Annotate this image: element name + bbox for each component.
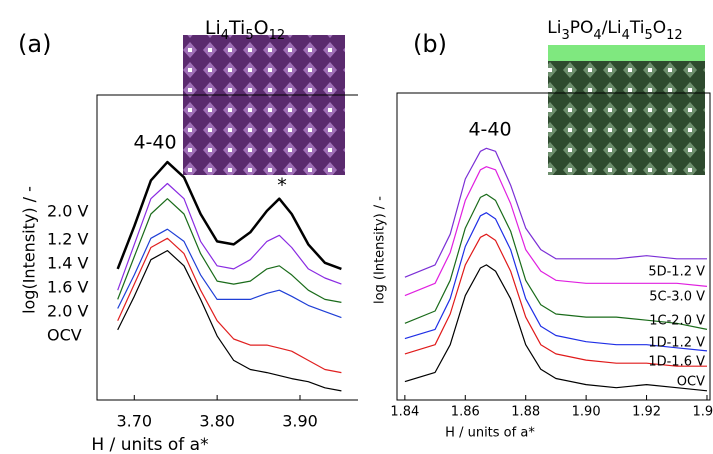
x-tick-label: 1.86 xyxy=(451,405,480,420)
legend-label: 2.0 V xyxy=(47,302,89,321)
x-tick-label: 1.84 xyxy=(390,405,419,420)
annotation: * xyxy=(277,175,287,197)
x-tick-label: 1.90 xyxy=(572,405,601,420)
legend-label: 2.0 V xyxy=(47,202,89,221)
x-axis-label: H / units of a* xyxy=(445,426,535,441)
x-tick-label: 3.90 xyxy=(282,412,318,431)
structure-image xyxy=(183,35,345,175)
panel-label: (b) xyxy=(413,30,447,58)
coating-layer xyxy=(548,45,705,61)
legend-label: OCV xyxy=(677,375,705,390)
legend-label: 1.6 V xyxy=(47,278,89,297)
data-line xyxy=(118,251,342,391)
legend-label: 1D-1.6 V xyxy=(648,355,705,370)
data-line xyxy=(405,194,707,329)
legend-label: 5C-3.0 V xyxy=(649,290,705,305)
annotation: 4-40 xyxy=(133,132,176,154)
x-axis-label: H / units of a* xyxy=(91,435,208,454)
data-line xyxy=(118,162,342,269)
structure-image xyxy=(548,61,705,175)
figure: (a)Li4Ti5O123.703.803.90H / units of a*l… xyxy=(0,0,713,454)
chart-title: Li3PO4/Li4Ti5O12 xyxy=(547,18,682,43)
data-line xyxy=(118,199,342,303)
x-tick-label: 1.94 xyxy=(693,405,713,420)
legend-label: 1C-2.0 V xyxy=(649,314,705,329)
legend-label: 1D-1.2 V xyxy=(648,336,705,351)
x-tick-label: 1.88 xyxy=(511,405,540,420)
y-axis-label: log (Intensity) / - xyxy=(373,196,388,304)
legend-label: 5D-1.2 V xyxy=(648,265,705,280)
data-line xyxy=(118,184,342,291)
annotation: 4-40 xyxy=(468,119,511,141)
x-tick-label: 1.92 xyxy=(632,405,661,420)
x-tick-label: 3.80 xyxy=(199,412,235,431)
panel-label: (a) xyxy=(18,30,51,58)
legend-label: 1.4 V xyxy=(47,254,89,273)
legend-label: 1.2 V xyxy=(47,230,89,249)
y-axis-label: log(Intensity) / - xyxy=(20,186,39,314)
x-tick-label: 3.70 xyxy=(116,412,152,431)
legend-label: OCV xyxy=(47,326,82,345)
